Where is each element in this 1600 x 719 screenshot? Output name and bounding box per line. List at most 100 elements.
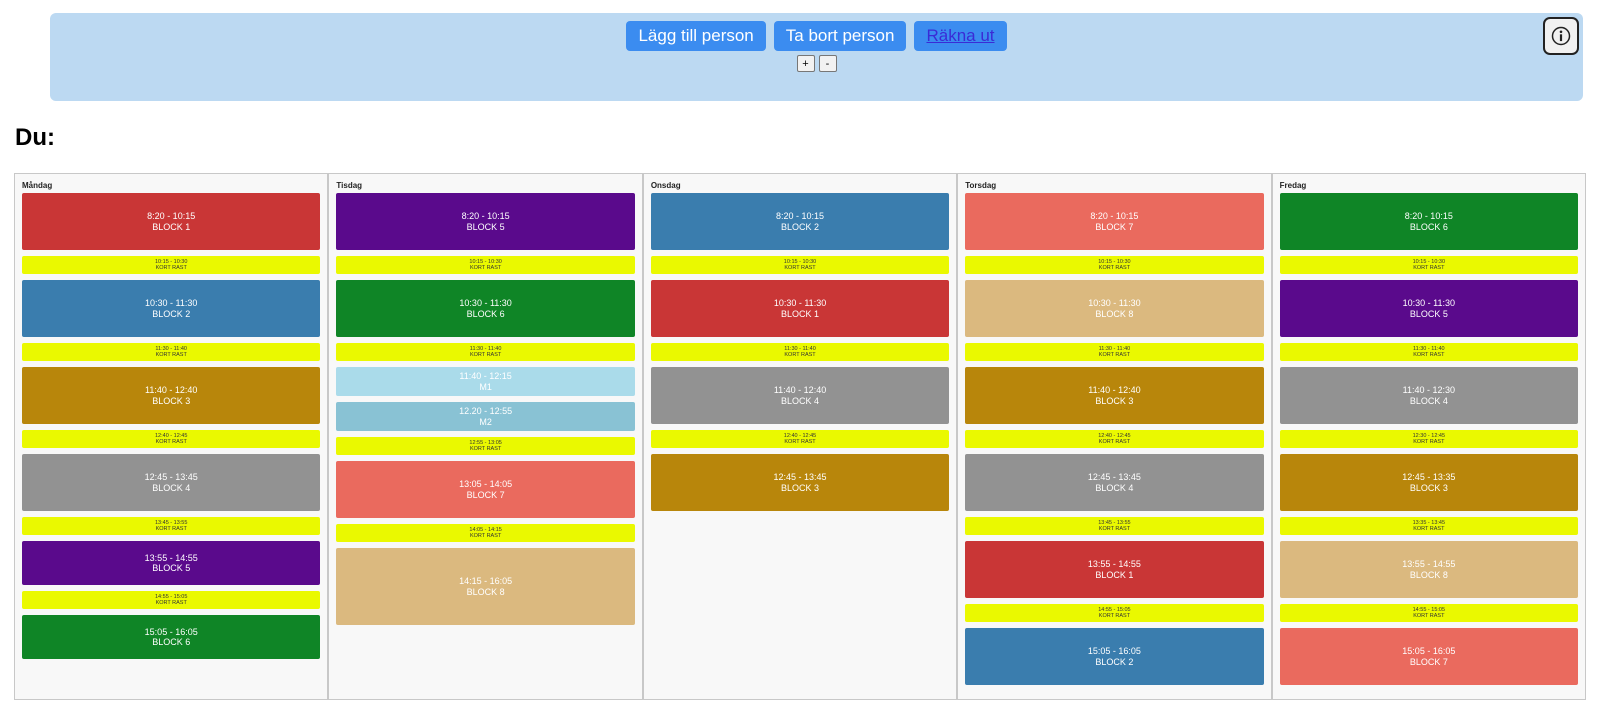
slot-label: BLOCK 2 <box>152 308 191 319</box>
slot-time: 12:30 - 12:45 <box>1412 432 1446 439</box>
break-slot[interactable]: 13:35 - 13:45 KORT RAST <box>1279 517 1579 535</box>
lesson-slot[interactable]: 10:30 - 11:30 BLOCK 1 <box>650 280 950 337</box>
slot-label: BLOCK 7 <box>466 489 505 500</box>
break-slot[interactable]: 12:40 - 12:45 KORT RAST <box>22 430 321 448</box>
break-slot[interactable]: 14:55 - 15:05 KORT RAST <box>1279 604 1579 622</box>
break-slot[interactable]: 14:55 - 15:05 KORT RAST <box>22 591 321 609</box>
lesson-slot[interactable]: 10:30 - 11:30 BLOCK 5 <box>1279 280 1579 337</box>
slot-time: 11:40 - 12:40 <box>773 385 827 396</box>
lesson-slot[interactable]: 12:45 - 13:45 BLOCK 4 <box>965 454 1264 511</box>
lesson-slot[interactable]: 15:05 - 16:05 BLOCK 2 <box>965 628 1264 685</box>
slot-label: KORT RAST <box>155 439 187 445</box>
slot-time: 11:30 - 11:40 <box>155 345 187 352</box>
lesson-slot[interactable]: 11:40 - 12:15 M1 <box>336 367 635 396</box>
break-slot[interactable]: 10:15 - 10:30 KORT RAST <box>336 256 635 274</box>
lesson-slot[interactable]: 10:30 - 11:30 BLOCK 6 <box>336 280 635 337</box>
add-person-button[interactable]: Lägg till person <box>626 21 766 51</box>
lesson-slot[interactable]: 11:40 - 12:40 BLOCK 3 <box>22 367 321 424</box>
slot-time: 15:05 - 16:05 <box>1087 646 1141 657</box>
break-slot[interactable]: 12:30 - 12:45 KORT RAST <box>1279 430 1579 448</box>
break-slot[interactable]: 11:30 - 11:40 KORT RAST <box>1279 343 1579 361</box>
slot-time: 10:15 - 10:30 <box>1412 258 1446 265</box>
slot-label: BLOCK 7 <box>1409 656 1448 667</box>
lesson-slot[interactable]: 13:55 - 14:55 BLOCK 1 <box>965 541 1264 598</box>
lesson-slot[interactable]: 11:40 - 12:30 BLOCK 4 <box>1279 367 1579 424</box>
break-slot[interactable]: 13:45 - 13:55 KORT RAST <box>965 517 1264 535</box>
slot-time: 12:45 - 13:45 <box>1087 472 1141 483</box>
slot-label: BLOCK 3 <box>1095 395 1134 406</box>
slot-label: KORT RAST <box>155 352 187 358</box>
break-slot[interactable]: 11:30 - 11:40 KORT RAST <box>965 343 1264 361</box>
lesson-slot[interactable]: 11:40 - 12:40 BLOCK 3 <box>965 367 1264 424</box>
slot-label: KORT RAST <box>784 265 816 271</box>
lesson-slot[interactable]: 8:20 - 10:15 BLOCK 7 <box>965 193 1264 250</box>
slot-time: 10:30 - 11:30 <box>1088 298 1141 309</box>
day-column-torsdag: Torsdag 8:20 - 10:15 BLOCK 7 10:15 - 10:30 K… <box>958 174 1273 699</box>
day-column-onsdag: Onsdag 8:20 - 10:15 BLOCK 2 10:15 - 10:30 KO… <box>644 174 959 699</box>
break-slot[interactable]: 14:55 - 15:05 KORT RAST <box>965 604 1264 622</box>
break-slot[interactable]: 10:15 - 10:30 KORT RAST <box>22 256 321 274</box>
lesson-slot[interactable]: 12:45 - 13:45 BLOCK 3 <box>650 454 950 511</box>
lesson-slot[interactable]: 12.20 - 12:55 M2 <box>336 402 635 431</box>
lesson-slot[interactable]: 11:40 - 12:40 BLOCK 4 <box>650 367 950 424</box>
info-button[interactable] <box>1543 17 1579 55</box>
break-slot[interactable]: 10:15 - 10:30 KORT RAST <box>965 256 1264 274</box>
break-slot[interactable]: 12:40 - 12:45 KORT RAST <box>965 430 1264 448</box>
break-slot[interactable]: 12:40 - 12:45 KORT RAST <box>650 430 950 448</box>
lesson-slot[interactable]: 13:05 - 14:05 BLOCK 7 <box>336 461 635 518</box>
slot-label: BLOCK 2 <box>781 221 820 232</box>
slot-label: BLOCK 3 <box>781 482 820 493</box>
day-column-tisdag: Tisdag 8:20 - 10:15 BLOCK 5 10:15 - 10:30 KO… <box>329 174 644 699</box>
slot-time: 8:20 - 10:15 <box>147 211 196 222</box>
calculate-button[interactable]: Räkna ut <box>914 21 1007 51</box>
slot-time: 11:30 - 11:40 <box>1413 345 1445 352</box>
slot-time: 13:55 - 14:55 <box>1402 559 1456 570</box>
slot-time: 8:20 - 10:15 <box>775 211 825 222</box>
break-slot[interactable]: 10:15 - 10:30 KORT RAST <box>1279 256 1579 274</box>
lesson-slot[interactable]: 12:45 - 13:35 BLOCK 3 <box>1279 454 1579 511</box>
lesson-slot[interactable]: 12:45 - 13:45 BLOCK 4 <box>22 454 321 511</box>
lesson-slot[interactable]: 8:20 - 10:15 BLOCK 6 <box>1279 193 1579 250</box>
break-slot[interactable]: 11:30 - 11:40 KORT RAST <box>22 343 321 361</box>
slot-time: 8:20 - 10:15 <box>461 211 510 222</box>
slot-label: BLOCK 7 <box>1095 221 1134 232</box>
lesson-slot[interactable]: 13:55 - 14:55 BLOCK 8 <box>1279 541 1579 598</box>
slot-time: 13:35 - 13:45 <box>1412 519 1446 526</box>
lesson-slot[interactable]: 15:05 - 16:05 BLOCK 6 <box>22 615 321 659</box>
slot-label: KORT RAST <box>469 352 502 358</box>
slot-label: KORT RAST <box>155 526 187 532</box>
slot-label: KORT RAST <box>1098 352 1131 358</box>
slot-label: KORT RAST <box>155 265 187 271</box>
lesson-slot[interactable]: 14:15 - 16:05 BLOCK 8 <box>336 548 635 625</box>
slot-label: BLOCK 5 <box>1409 308 1448 319</box>
zoom-out-button[interactable]: - <box>818 55 837 72</box>
lesson-slot[interactable]: 8:20 - 10:15 BLOCK 1 <box>22 193 321 250</box>
lesson-slot[interactable]: 8:20 - 10:15 BLOCK 5 <box>336 193 635 250</box>
break-slot[interactable]: 12:55 - 13:05 KORT RAST <box>336 437 635 455</box>
break-slot[interactable]: 10:15 - 10:30 KORT RAST <box>650 256 950 274</box>
lesson-slot[interactable]: 10:30 - 11:30 BLOCK 2 <box>22 280 321 337</box>
weekly-schedule: Måndag 8:20 - 10:15 BLOCK 1 10:15 - 10:30 KO… <box>14 173 1586 700</box>
lesson-slot[interactable]: 8:20 - 10:15 BLOCK 2 <box>650 193 950 250</box>
remove-person-button[interactable]: Ta bort person <box>773 21 907 51</box>
slot-time: 10:15 - 10:30 <box>1098 258 1131 265</box>
slot-time: 11:30 - 11:40 <box>469 345 502 352</box>
lesson-slot[interactable]: 13:55 - 14:55 BLOCK 5 <box>22 541 321 585</box>
slot-label: BLOCK 3 <box>152 395 191 406</box>
slot-time: 10:30 - 11:30 <box>1402 298 1456 309</box>
slot-label: KORT RAST <box>784 439 816 445</box>
slot-time: 13:45 - 13:55 <box>154 519 188 526</box>
break-slot[interactable]: 11:30 - 11:40 KORT RAST <box>650 343 950 361</box>
break-slot[interactable]: 13:45 - 13:55 KORT RAST <box>22 517 321 535</box>
slot-time: 8:20 - 10:15 <box>1090 211 1139 222</box>
break-slot[interactable]: 14:05 - 14:15 KORT RAST <box>336 524 635 542</box>
page-heading: Du: <box>15 124 55 151</box>
zoom-in-button[interactable]: + <box>796 55 815 72</box>
slot-label: M2 <box>479 416 492 427</box>
slot-time: 12:40 - 12:45 <box>154 432 188 439</box>
lesson-slot[interactable]: 15:05 - 16:05 BLOCK 7 <box>1279 628 1579 685</box>
slot-label: KORT RAST <box>1098 439 1131 445</box>
break-slot[interactable]: 11:30 - 11:40 KORT RAST <box>336 343 635 361</box>
lesson-slot[interactable]: 10:30 - 11:30 BLOCK 8 <box>965 280 1264 337</box>
action-buttons: Lägg till person Ta bort person Räkna ut <box>50 21 1583 51</box>
